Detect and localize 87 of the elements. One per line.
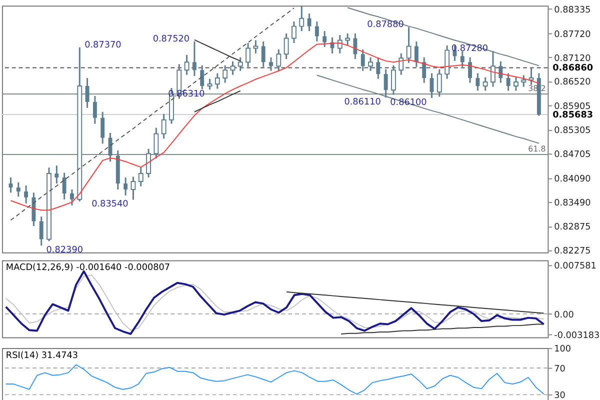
candlestick xyxy=(246,42,251,68)
annotation: 0.86110 xyxy=(344,97,382,108)
candlestick xyxy=(498,60,503,84)
candlestick xyxy=(514,76,518,92)
chart-title: MACD(12,26,9) -0.001640 -0.000807 xyxy=(6,263,170,274)
y-tick-label: 0.84090 xyxy=(554,174,592,184)
line-series xyxy=(5,364,544,395)
candlestick xyxy=(261,40,266,68)
y-tick-label: 0.86520 xyxy=(554,78,592,88)
candlestick xyxy=(384,68,388,98)
y-tick-label: 0.007581 xyxy=(554,261,596,272)
annotation: 61.8 xyxy=(528,144,546,154)
candlestick xyxy=(62,172,66,200)
candlestick xyxy=(85,77,90,109)
candlestick xyxy=(276,48,282,72)
candlestick xyxy=(406,26,412,64)
y-tick-label: 0.82875 xyxy=(554,222,591,233)
candlestick xyxy=(314,20,319,42)
candlestick xyxy=(269,56,273,72)
candlestick xyxy=(184,54,190,76)
candlestick xyxy=(238,56,243,72)
candlestick xyxy=(444,44,450,80)
y-tick-label: 0.82275 xyxy=(554,246,591,257)
y-tick-label: 70 xyxy=(554,364,566,374)
candlestick xyxy=(284,32,289,60)
candlestick xyxy=(368,56,373,72)
ref-line-label: 0.86860 xyxy=(552,64,594,74)
annotation: 0.87370 xyxy=(84,40,122,50)
line-series xyxy=(286,291,544,314)
candlestick xyxy=(391,64,396,96)
y-tick-label: 0.87120 xyxy=(554,54,592,64)
candlestick xyxy=(292,20,296,44)
candlestick xyxy=(130,176,136,201)
candlestick xyxy=(161,113,166,140)
line-series xyxy=(347,7,540,66)
candlestick xyxy=(322,30,327,48)
candlestick xyxy=(490,50,496,88)
ref-line-label: 0.85683 xyxy=(552,110,594,120)
candlestick xyxy=(207,78,212,90)
candlestick xyxy=(468,56,472,84)
candlestick xyxy=(521,74,526,88)
candlestick xyxy=(100,111,105,144)
y-tick-label: 0.87720 xyxy=(554,30,592,40)
candlestick xyxy=(138,166,144,188)
candlestick xyxy=(124,176,128,196)
candlestick xyxy=(92,95,97,125)
candlestick xyxy=(70,188,74,206)
candlestick xyxy=(414,40,418,68)
annotation: 0.87520 xyxy=(152,34,190,44)
candlestick xyxy=(230,60,236,76)
y-tick-label: 0.84705 xyxy=(554,150,591,160)
candlestick xyxy=(398,52,404,76)
candlestick xyxy=(506,72,510,92)
candlestick xyxy=(54,164,59,184)
candlestick xyxy=(192,40,196,77)
candlestick xyxy=(376,56,380,80)
candlestick xyxy=(460,50,464,68)
candlestick xyxy=(253,40,258,54)
chart-title: RSI(14) 31.4743 xyxy=(6,350,78,361)
y-tick-label: 0.85305 xyxy=(554,126,591,136)
candlestick xyxy=(39,216,44,246)
candlestick xyxy=(422,56,426,84)
candlestick xyxy=(24,184,28,204)
candlestick xyxy=(146,148,151,178)
annotation: 0.87880 xyxy=(367,20,404,30)
y-tick-label: -0.003183 xyxy=(554,330,600,341)
line-series xyxy=(340,324,544,334)
candlestick xyxy=(32,192,36,227)
candlestick xyxy=(436,68,442,98)
candlestick xyxy=(200,64,204,90)
annotation: 0.83540 xyxy=(92,200,129,210)
candlestick xyxy=(222,64,228,84)
candlestick xyxy=(476,72,480,92)
y-tick-label: 100 xyxy=(554,344,572,355)
y-tick-label: 0.00 xyxy=(554,310,574,320)
candlestick xyxy=(482,76,488,92)
candlestick xyxy=(214,72,220,90)
candlestick xyxy=(360,48,365,72)
candlestick xyxy=(299,6,304,32)
candlestick xyxy=(307,12,312,32)
y-tick-label: 30 xyxy=(554,391,566,400)
candlestick xyxy=(154,127,159,160)
candlestick xyxy=(353,32,358,60)
y-tick-label: 0.83490 xyxy=(554,198,592,208)
candlestick xyxy=(16,182,20,198)
candlestick xyxy=(345,32,350,46)
y-tick-label: 0.88335 xyxy=(554,5,591,16)
